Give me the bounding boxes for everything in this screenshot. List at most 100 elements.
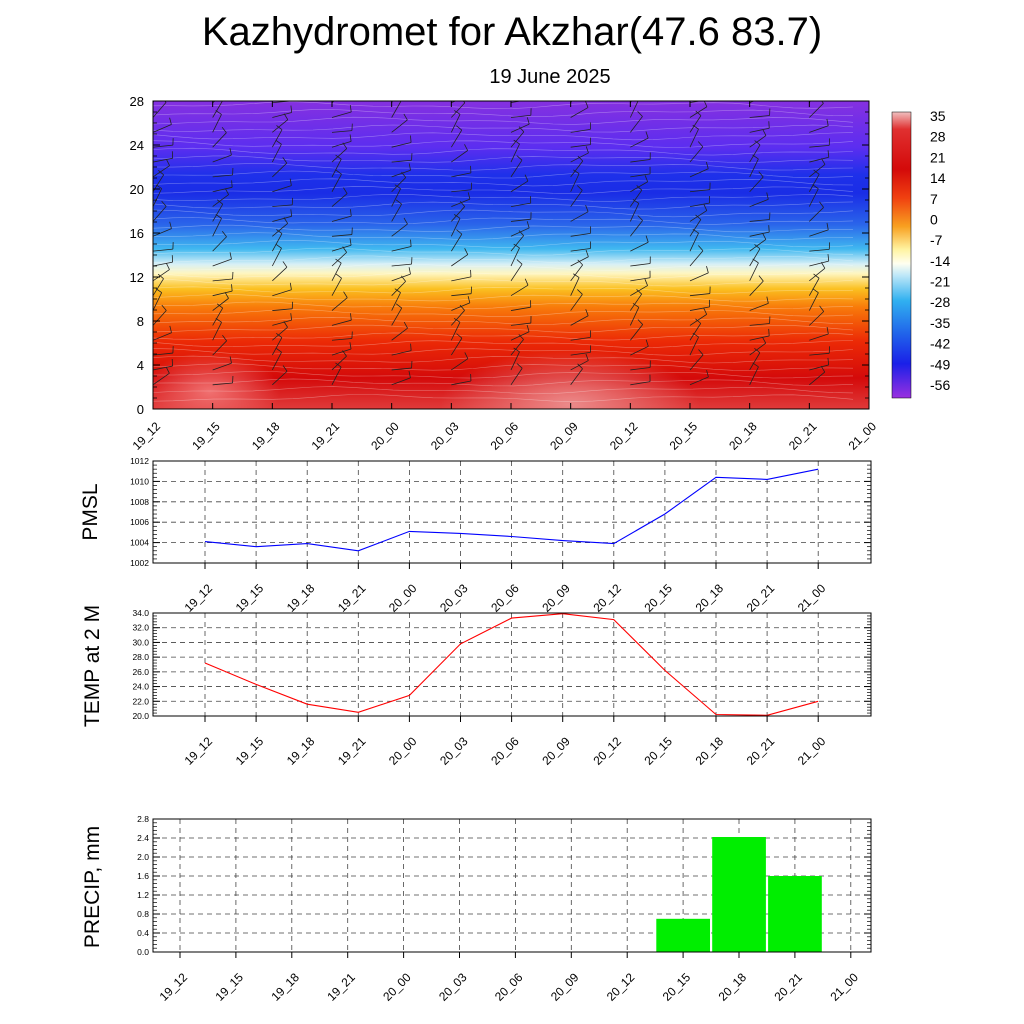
wind-barb-shaft xyxy=(570,277,580,296)
heatmap-isotherm xyxy=(153,301,854,310)
wind-barb-shaft xyxy=(868,324,869,326)
wind-barb-shaft xyxy=(510,180,529,193)
wind-barb-shaft xyxy=(749,342,766,356)
wind-barb-shaft xyxy=(212,114,222,133)
wind-barb-flag xyxy=(224,188,229,195)
wind-barb-flag xyxy=(275,347,282,353)
heatmap-isotherm xyxy=(153,363,854,371)
wind-barb-shaft xyxy=(331,277,342,296)
wind-barb-shaft xyxy=(570,315,589,326)
wind-barb-flag xyxy=(524,278,529,286)
wind-barb-shaft xyxy=(570,144,591,148)
wind-barb-flag xyxy=(820,262,826,269)
heatmap-y-tick-label: 28 xyxy=(130,94,144,109)
series-line xyxy=(204,468,819,552)
wind-barb-flag xyxy=(880,84,884,90)
wind-barb-shaft xyxy=(153,228,172,237)
wind-barb-flag xyxy=(758,275,764,282)
wind-barb-shaft xyxy=(272,112,292,118)
x-tick-label: 20_06 xyxy=(492,970,526,1004)
wind-barb-shaft xyxy=(212,382,233,386)
y-tick-label: 28.0 xyxy=(132,652,149,662)
heatmap-y-tick-label: 12 xyxy=(130,270,144,285)
wind-barb-shaft xyxy=(451,150,468,163)
y-tick-label: 26.0 xyxy=(132,667,149,677)
heatmap-warm-core xyxy=(440,350,700,409)
wind-barb-shaft xyxy=(689,376,709,386)
wind-barb-flag xyxy=(585,101,589,108)
wind-barb-shaft xyxy=(868,176,869,177)
wind-barb-shaft xyxy=(391,377,411,386)
series-line xyxy=(204,613,819,716)
wind-barb-flag xyxy=(335,154,342,160)
wind-barb-flag xyxy=(217,199,224,205)
wind-barb-shaft xyxy=(809,364,829,371)
x-tick-label: 19_12 xyxy=(182,581,216,615)
x-tick-label: 19_21 xyxy=(324,970,358,1004)
wind-barb-shaft xyxy=(689,306,710,311)
wind-barb-shaft xyxy=(331,338,352,341)
wind-barb-shaft xyxy=(749,262,759,282)
wind-barb-shaft xyxy=(570,264,583,282)
wind-barb-flag xyxy=(703,307,708,315)
wind-barb-flag xyxy=(821,158,826,165)
wind-barb-shaft xyxy=(689,168,709,178)
wind-barb-flag xyxy=(695,318,701,324)
wind-barb-shaft xyxy=(153,165,170,178)
wind-barb-shaft xyxy=(809,248,830,252)
wind-barb-shaft xyxy=(272,326,288,341)
wind-barb-flag xyxy=(767,88,769,95)
wind-barb-flag xyxy=(403,321,408,329)
panel-frame xyxy=(152,818,872,953)
wind-barb-shaft xyxy=(271,352,282,371)
heatmap-y-tick-label: 16 xyxy=(130,226,144,241)
heatmap-isotherm xyxy=(153,348,854,356)
x-tick-label: 19_12 xyxy=(157,970,191,1004)
wind-barb-shaft xyxy=(391,246,412,252)
wind-barb-shaft xyxy=(510,235,524,252)
wind-barb-shaft xyxy=(450,114,461,133)
wind-barb-flag xyxy=(887,358,888,365)
wind-barb-flag xyxy=(459,200,466,207)
x-tick-label: 20_12 xyxy=(604,970,638,1004)
heatmap-x-tick-label: 20_15 xyxy=(667,419,701,453)
wind-barb-flag xyxy=(335,273,342,279)
wind-barb-flag xyxy=(636,289,642,295)
wind-barb-shaft xyxy=(391,159,412,163)
wind-barb-flag xyxy=(754,348,761,354)
wind-barb-flag xyxy=(410,239,412,247)
wind-barb-shaft xyxy=(153,365,173,371)
y-tick-label: 1006 xyxy=(130,517,149,527)
x-tick-label: 21_00 xyxy=(827,970,861,1004)
wind-barb-flag xyxy=(456,229,463,235)
wind-barb-shaft xyxy=(689,250,704,267)
wind-barb-shaft xyxy=(570,101,573,103)
wind-barb-flag xyxy=(410,135,412,143)
x-tick-label: 19_21 xyxy=(335,734,369,768)
wind-barb-shaft xyxy=(331,262,342,282)
wind-barb-flag xyxy=(231,180,233,188)
wind-barb-shaft xyxy=(630,277,651,282)
wind-barb-flag xyxy=(585,146,589,154)
heatmap-isotherm xyxy=(153,386,854,395)
wind-barb-shaft xyxy=(630,159,651,163)
wind-barb-shaft xyxy=(391,223,408,237)
wind-barb-shaft xyxy=(868,295,869,296)
wind-barb-flag xyxy=(513,243,520,249)
wind-barb-shaft xyxy=(450,233,463,252)
heatmap-x-tick-label: 20_12 xyxy=(607,419,641,453)
heatmap-x-tick-label: 20_21 xyxy=(786,419,820,453)
colorbar-labels: 35 28 21 14 7 0 -7 -14 -21 -28 -35 -42 -49 -56 xyxy=(930,108,950,393)
wind-barb-shaft xyxy=(630,346,649,356)
wind-barb-shaft xyxy=(809,207,824,222)
wind-barb-shaft xyxy=(451,276,472,282)
wind-barb-shaft xyxy=(570,351,591,356)
wind-barb-flag xyxy=(350,313,352,321)
x-tick-label: 20_18 xyxy=(716,970,750,1004)
heatmap-x-tick-label: 20_03 xyxy=(428,419,462,453)
wind-barb-flag xyxy=(225,85,228,91)
y-tick-label: 1.6 xyxy=(137,871,149,881)
x-tick-label: 20_18 xyxy=(693,734,727,768)
heatmap-x-tick-label: 19_18 xyxy=(249,419,283,453)
heatmap-x-tick-label: 20_06 xyxy=(488,419,522,453)
